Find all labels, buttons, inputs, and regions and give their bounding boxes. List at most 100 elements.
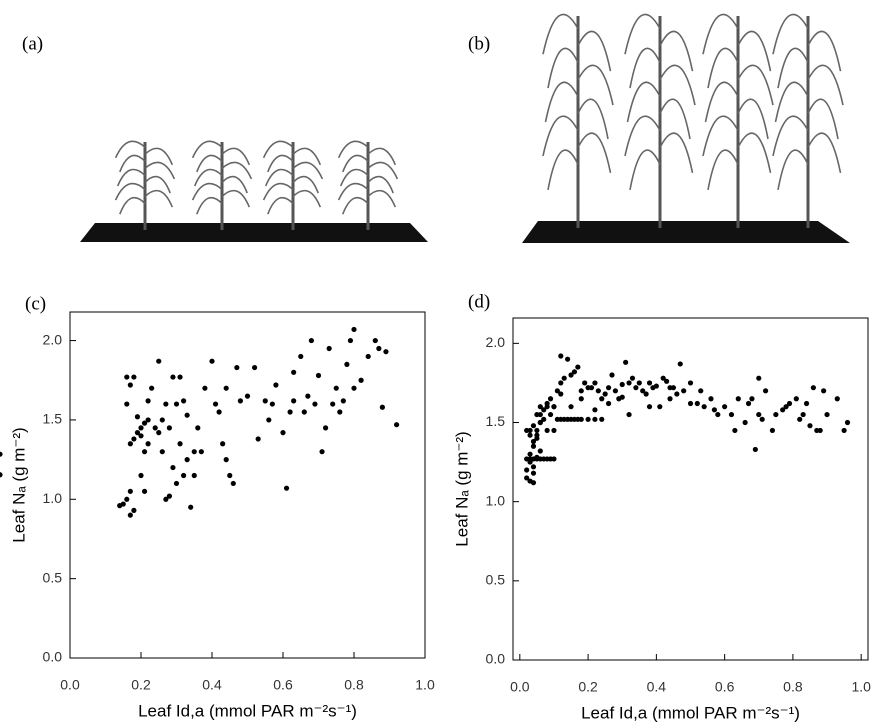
point bbox=[138, 425, 144, 431]
leaf bbox=[144, 189, 174, 208]
point bbox=[291, 369, 297, 375]
point bbox=[340, 398, 346, 404]
point bbox=[657, 404, 663, 410]
point bbox=[0, 472, 3, 478]
point bbox=[308, 337, 314, 344]
leaf bbox=[114, 182, 146, 201]
point bbox=[0, 451, 3, 457]
leaf bbox=[196, 196, 223, 215]
leaf bbox=[777, 47, 809, 89]
point bbox=[568, 404, 574, 410]
point bbox=[337, 409, 343, 415]
leaf bbox=[221, 161, 253, 180]
x-tick-label: 1.0 bbox=[415, 677, 435, 693]
leaf bbox=[367, 175, 394, 194]
point bbox=[212, 401, 219, 407]
y-tick-label: 1.0 bbox=[43, 490, 63, 506]
point bbox=[841, 427, 847, 434]
point bbox=[145, 398, 151, 404]
leaf bbox=[337, 182, 369, 201]
leaf bbox=[577, 132, 612, 174]
point bbox=[188, 504, 194, 510]
x-tick-label: 0.4 bbox=[647, 679, 667, 695]
leaf bbox=[144, 147, 174, 166]
point bbox=[619, 381, 625, 388]
point bbox=[694, 400, 700, 407]
x-axis-label: Leaf Id,a (mmol PAR m⁻²s⁻¹) bbox=[581, 703, 800, 722]
point bbox=[287, 409, 293, 415]
y-tick-label: 1.5 bbox=[43, 411, 63, 427]
point bbox=[131, 374, 137, 380]
point bbox=[650, 385, 656, 391]
point bbox=[127, 512, 133, 518]
x-tick-label: 0.0 bbox=[510, 679, 530, 695]
leaf bbox=[267, 154, 294, 173]
point bbox=[698, 388, 704, 394]
point bbox=[807, 423, 813, 429]
point bbox=[305, 393, 311, 399]
leaf bbox=[807, 30, 842, 72]
point bbox=[636, 380, 642, 386]
leaf bbox=[624, 13, 661, 55]
point bbox=[677, 361, 683, 367]
leaf bbox=[221, 175, 248, 194]
point bbox=[711, 407, 717, 413]
leaf bbox=[707, 149, 739, 190]
point bbox=[797, 416, 803, 422]
leaf bbox=[191, 140, 223, 159]
x-tick-label: 0.6 bbox=[715, 679, 735, 695]
point bbox=[234, 364, 240, 371]
point bbox=[273, 382, 279, 388]
point bbox=[732, 427, 738, 434]
point bbox=[660, 375, 666, 381]
y-tick-label: 2.0 bbox=[43, 331, 63, 347]
point bbox=[800, 411, 806, 418]
leaf bbox=[262, 182, 294, 201]
point bbox=[769, 427, 776, 434]
point bbox=[558, 353, 564, 359]
point bbox=[735, 396, 741, 402]
point bbox=[530, 480, 537, 486]
point bbox=[554, 388, 560, 394]
point bbox=[141, 420, 148, 426]
point bbox=[745, 400, 752, 407]
y-axis-label: Leaf Nₐ (g m⁻²) bbox=[452, 431, 471, 546]
point bbox=[561, 375, 567, 381]
point bbox=[544, 404, 550, 410]
point bbox=[379, 404, 385, 410]
point bbox=[599, 416, 605, 422]
point bbox=[291, 398, 297, 404]
leaf bbox=[544, 81, 579, 123]
point bbox=[351, 385, 357, 391]
leaf bbox=[114, 140, 146, 159]
point bbox=[184, 412, 190, 418]
point bbox=[202, 385, 208, 391]
leaf bbox=[292, 175, 319, 194]
point bbox=[145, 417, 151, 423]
point bbox=[643, 391, 649, 397]
point bbox=[170, 374, 176, 380]
leaf bbox=[807, 132, 842, 174]
point bbox=[571, 369, 578, 375]
point bbox=[152, 425, 158, 431]
x-axis-label: Leaf Id,a (mmol PAR m⁻²s⁻¹) bbox=[138, 701, 357, 720]
point bbox=[578, 388, 584, 394]
y-tick-label: 0.5 bbox=[486, 572, 506, 588]
point bbox=[145, 441, 151, 447]
leaf bbox=[807, 98, 839, 140]
leaf bbox=[624, 115, 661, 157]
point bbox=[280, 430, 286, 436]
x-tick-label: 0.6 bbox=[273, 677, 293, 693]
point bbox=[578, 396, 584, 402]
point bbox=[756, 411, 762, 418]
point bbox=[701, 404, 707, 410]
leaf bbox=[367, 161, 399, 180]
ground bbox=[80, 223, 428, 242]
leaf bbox=[707, 47, 739, 89]
point bbox=[358, 377, 364, 383]
point bbox=[582, 380, 588, 386]
leaf bbox=[702, 13, 739, 55]
point bbox=[394, 422, 400, 428]
point bbox=[722, 404, 728, 410]
point bbox=[537, 411, 543, 418]
